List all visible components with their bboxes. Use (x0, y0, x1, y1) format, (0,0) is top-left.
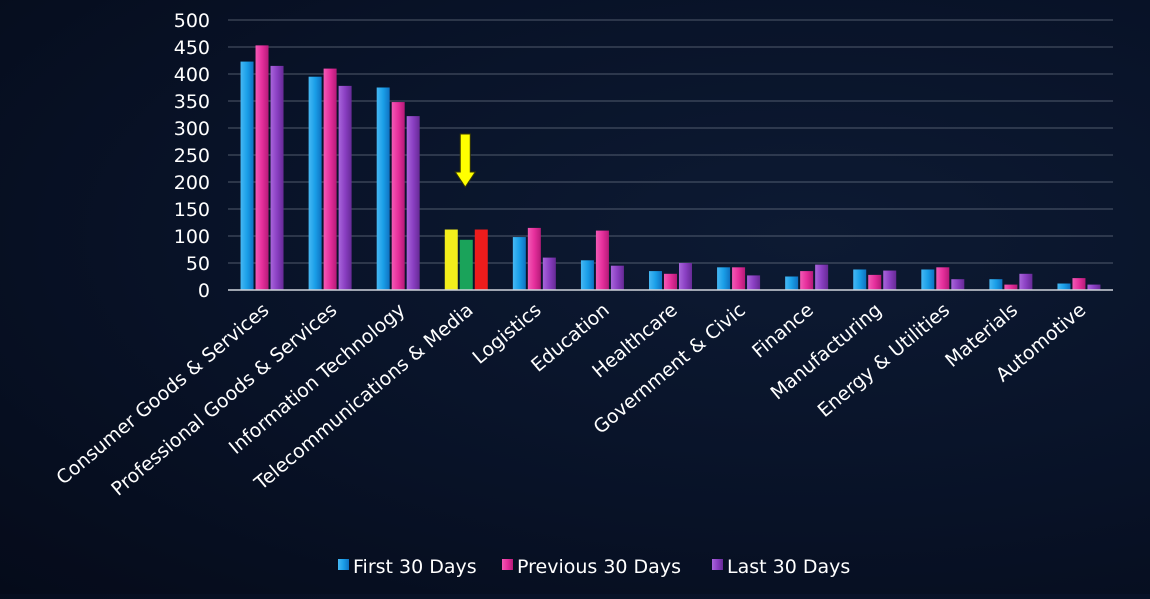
bar-last-30-days (542, 257, 556, 290)
bar-first-30-days (989, 279, 1003, 290)
bar-first-30-days (240, 61, 254, 290)
bar-previous-30-days (323, 68, 337, 290)
bar-first-30-days (717, 267, 731, 290)
bar-last-30-days (474, 229, 488, 290)
legend-label: First 30 Days (353, 556, 477, 578)
bar-last-30-days (270, 65, 284, 291)
bar-first-30-days (512, 237, 526, 290)
arrow-down-icon (454, 133, 477, 188)
annotation (454, 133, 477, 188)
bar-last-30-days (1019, 273, 1033, 290)
y-tick-label: 500 (174, 10, 210, 32)
bar-previous-30-days (1072, 278, 1086, 290)
bar-previous-30-days (868, 274, 882, 290)
bar-first-30-days (444, 229, 458, 290)
legend-item: First 30 Days (338, 556, 477, 578)
bar-previous-30-days (391, 102, 405, 290)
y-axis-tick-labels: 0 50 100 150 200 250 300 350 400 450 500 (174, 10, 210, 302)
legend-swatch (502, 559, 513, 570)
bar-previous-30-days (255, 45, 269, 290)
bar-last-30-days (610, 265, 624, 290)
gridlines (228, 19, 1113, 264)
bar-first-30-days (308, 76, 322, 290)
y-tick-label: 250 (174, 145, 210, 167)
y-tick-label: 400 (174, 64, 210, 86)
y-tick-label: 350 (174, 91, 210, 113)
y-tick-label: 0 (198, 280, 210, 302)
bar-first-30-days (785, 276, 799, 290)
y-tick-label: 450 (174, 37, 210, 59)
legend-swatch (338, 559, 349, 570)
y-tick-label: 300 (174, 118, 210, 140)
bar-last-30-days (883, 270, 897, 290)
y-tick-label: 100 (174, 226, 210, 248)
y-tick-label: 200 (174, 172, 210, 194)
legend-label: Previous 30 Days (517, 556, 681, 578)
bar-previous-30-days (1004, 284, 1018, 290)
legend-item: Last 30 Days (712, 556, 850, 578)
bar-previous-30-days (936, 267, 950, 290)
legend: First 30 Days Previous 30 Days Last 30 Day… (338, 556, 850, 578)
bar-last-30-days (815, 264, 829, 290)
bar-first-30-days (580, 260, 594, 290)
bar-last-30-days (951, 279, 965, 290)
bar-last-30-days (679, 263, 692, 290)
bar-last-30-days (338, 85, 352, 290)
bar-first-30-days (921, 269, 935, 290)
legend-swatch (712, 559, 723, 570)
bar-last-30-days (406, 116, 420, 291)
bar-last-30-days (1087, 284, 1101, 290)
bar-previous-30-days (664, 273, 677, 290)
y-tick-label: 150 (174, 199, 210, 221)
bar-first-30-days (376, 87, 390, 290)
bars (240, 45, 1101, 291)
bar-previous-30-days (800, 271, 814, 290)
legend-item: Previous 30 Days (502, 556, 681, 578)
bar-last-30-days (747, 275, 761, 290)
bar-previous-30-days (527, 227, 541, 290)
y-tick-label: 50 (186, 253, 210, 275)
legend-label: Last 30 Days (727, 556, 850, 578)
bar-previous-30-days (459, 239, 473, 290)
bar-first-30-days (649, 271, 662, 290)
bar-first-30-days (1057, 283, 1071, 290)
bar-previous-30-days (732, 267, 746, 290)
bar-previous-30-days (595, 230, 609, 290)
bar-first-30-days (853, 269, 867, 290)
